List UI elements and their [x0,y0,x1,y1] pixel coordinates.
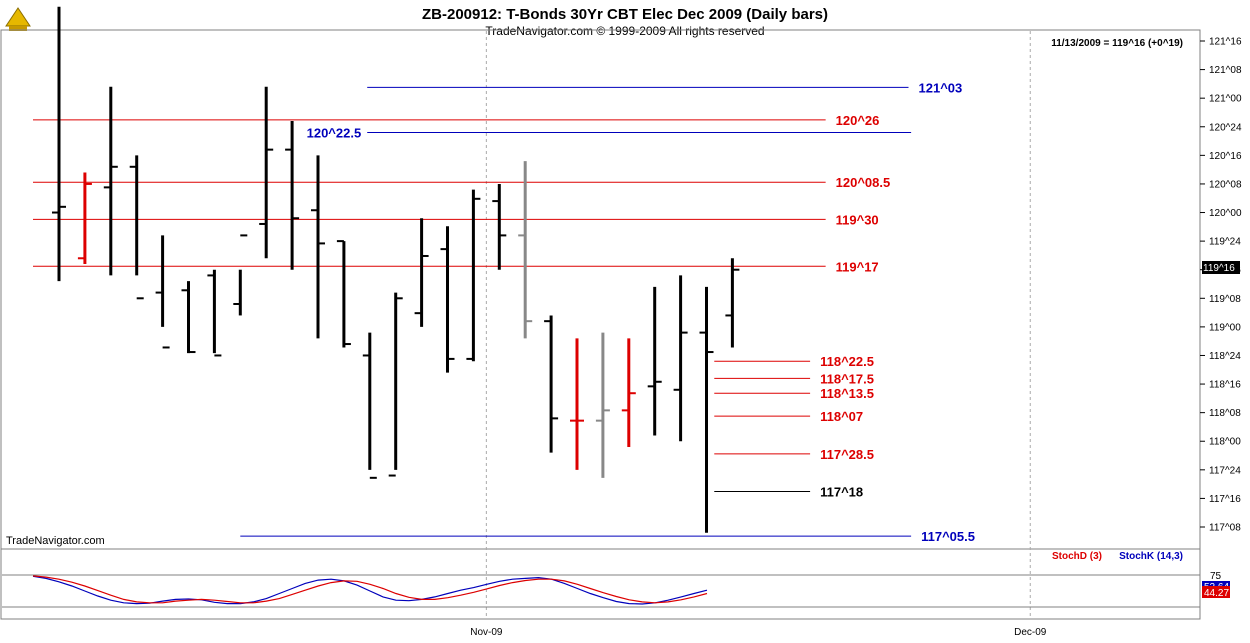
ohlc-bar [699,286,714,533]
y-tick-label: 119^24 [1209,237,1241,248]
level-label: 120^26 [836,113,880,128]
y-tick-label: 117^16 [1209,494,1241,505]
y-tick-label: 118^00 [1209,437,1241,448]
last-price-tag-label: 119^16 [1203,263,1235,274]
y-tick-label: 117^08 [1209,523,1241,534]
ohlc-bar [673,275,688,442]
last-price-tag: 119^16 [1202,261,1240,274]
y-tick-label: 117^24 [1209,465,1241,476]
ohlc-bar [440,226,455,373]
ohlc-bar [725,258,740,348]
ohlc-bar [259,86,274,259]
ohlc-bar [103,86,118,276]
ohlc-bars [52,6,740,533]
logo-icon [2,2,36,36]
y-tick-label: 119^08 [1209,294,1241,305]
price-panel-frame [0,29,1201,550]
y-tick-label: 119^00 [1209,322,1241,333]
ohlc-bar [311,155,325,339]
level-label: 121^03 [919,80,963,95]
y-tick-label: 120^00 [1209,208,1242,219]
ohlc-bar [362,332,377,479]
y-axis: 121^16 121^08 121^00 120^24 120^16 120^08 120^… [1200,37,1242,534]
ohlc-bar [466,189,481,362]
stoch-k-legend: StochK (14,3) [1119,551,1183,562]
level-label: 120^22.5 [307,125,362,140]
level-label: 118^13.5 [820,386,874,401]
levels-layer: 121^03 120^26 120^22.5 120^08.5 119^30 119^17… [33,80,975,544]
ohlc-bar [285,121,300,270]
ohlc-bar [155,235,170,349]
watermark: TradeNavigator.com [6,535,105,547]
ohlc-bar [52,6,66,282]
y-tick-label: 118^24 [1209,351,1241,362]
level-label: 120^08.5 [836,175,891,190]
chart-subtitle: TradeNavigator.com © 1999-2009 All right… [485,24,764,38]
stochastic-panel: StochD (3) StochK (14,3) 75 52.64 44.27 [2,551,1230,608]
ohlc-bar [207,269,222,357]
ohlc-bar [595,332,610,478]
y-tick-label: 120^08 [1209,179,1242,190]
y-tick-label: 120^16 [1209,151,1242,162]
level-label: 117^28.5 [820,447,874,462]
ohlc-bar [414,218,429,327]
level-label: 117^18 [820,485,863,500]
ohlc-bar [492,183,507,270]
y-tick-label: 118^08 [1209,408,1241,419]
ohlc-bar [544,315,559,453]
y-tick-label: 118^16 [1209,380,1241,391]
last-info: 11/13/2009 = 119^16 (+0^19) [1051,38,1183,49]
ohlc-bar [621,338,636,447]
stoch-d-value: 44.27 [1204,588,1229,599]
y-tick-label: 121^08 [1209,65,1242,76]
ohlc-bar [181,281,196,354]
stoch-panel-frame [0,548,1201,620]
ohlc-bar [77,172,92,264]
ohlc-bar [570,338,584,470]
ohlc-bar [336,240,351,348]
chart-title: ZB-200912: T-Bonds 30Yr CBT Elec Dec 200… [422,6,828,23]
stoch-k-line [32,575,708,605]
x-tick-label: Dec-09 [1014,627,1047,638]
level-label: 119^17 [836,259,879,274]
stoch-level-75: 75 [1210,571,1222,582]
y-tick-label: 121^16 [1209,37,1242,48]
level-label: 118^22.5 [820,354,874,369]
ohlc-bar [129,155,144,300]
x-axis: Nov-09 Dec-09 [470,627,1047,638]
month-gridlines [485,31,1031,619]
level-label: 117^05.5 [921,529,975,544]
level-label: 119^30 [836,212,879,227]
level-label: 118^17.5 [820,371,874,386]
stoch-d-line [32,575,708,604]
level-label: 118^07 [820,409,863,424]
x-tick-label: Nov-09 [470,627,503,638]
y-tick-label: 120^24 [1209,122,1242,133]
ohlc-bar [518,161,533,339]
ohlc-bar [233,234,248,316]
y-tick-label: 121^00 [1209,94,1242,105]
ohlc-bar [647,286,662,436]
ohlc-bar [388,292,403,477]
stoch-d-legend: StochD (3) [1052,551,1102,562]
